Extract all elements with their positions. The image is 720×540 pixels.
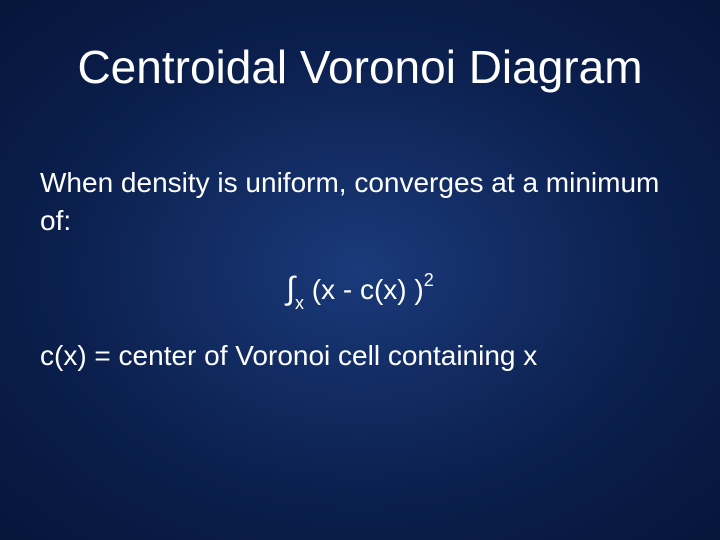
slide: Centroidal Voronoi Diagram When density … [0, 0, 720, 540]
body-line-1: When density is uniform, converges at a … [40, 164, 680, 240]
formula: ∫x (x - c(x) )2 [40, 270, 680, 311]
slide-title: Centroidal Voronoi Diagram [40, 40, 680, 94]
integral-symbol: ∫ [286, 270, 295, 306]
formula-superscript: 2 [424, 270, 434, 290]
integral-subscript: x [295, 293, 304, 313]
formula-body: (x - c(x) ) [304, 274, 424, 305]
definition-line: c(x) = center of Voronoi cell containing… [40, 340, 680, 372]
